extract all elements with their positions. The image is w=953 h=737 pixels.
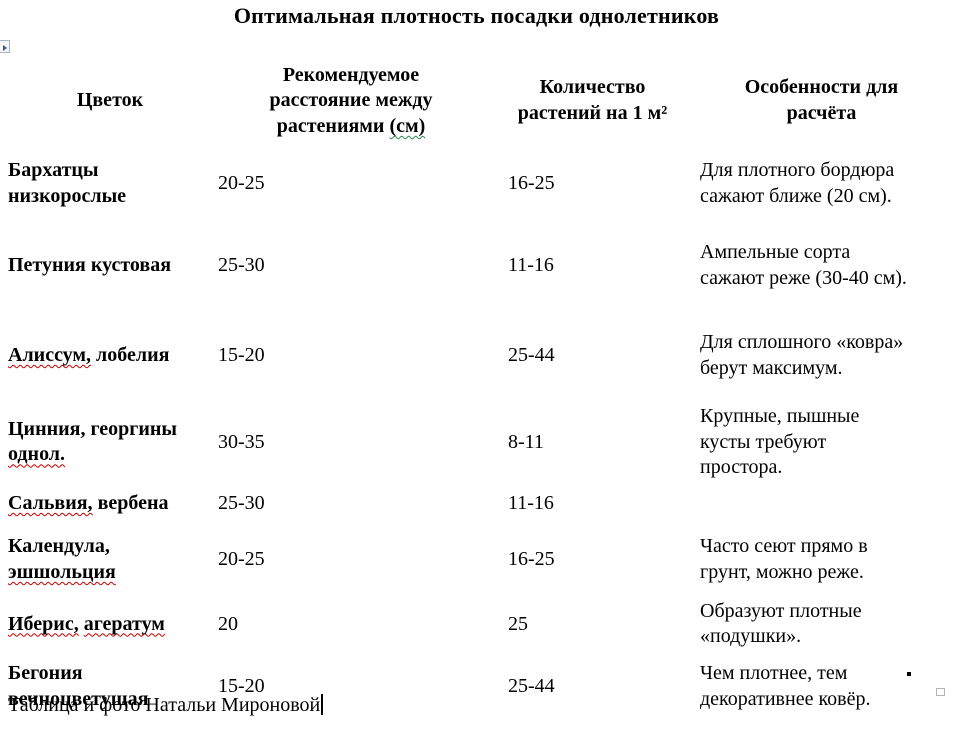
- text-segment: лобелия: [91, 344, 170, 367]
- note-cell[interactable]: Для сплошного «ковра» берут максимум.: [700, 331, 904, 379]
- text-segment: Бегония вечноцветущая: [8, 662, 149, 710]
- header-distance[interactable]: Рекомендуемое расстояние между растениям…: [212, 55, 490, 147]
- density-cell[interactable]: 11-16: [508, 254, 554, 277]
- density-cell[interactable]: 16-25: [508, 547, 555, 570]
- distance-cell[interactable]: 25-30: [218, 254, 265, 277]
- table-row: Календула, эшшольция 20-25 16-25 Часто сеют…: [8, 524, 948, 596]
- density-cell[interactable]: 25-44: [508, 675, 555, 698]
- note-cell[interactable]: Часто сеют прямо в грунт, можно реже.: [700, 535, 868, 583]
- table-row: Петуния кустовая 25-30 11-16 Ампельные сорт…: [8, 221, 948, 311]
- distance-cell[interactable]: 20-25: [218, 547, 265, 570]
- text-segment: Петуния кустовая: [8, 254, 172, 277]
- flower-cell[interactable]: Календула, эшшольция: [8, 524, 212, 596]
- density-cell[interactable]: 25: [508, 612, 528, 635]
- note-cell[interactable]: Образуют плотные «подушки».: [700, 599, 862, 648]
- misspelled-word: Алиссум,: [8, 344, 92, 367]
- text-segment: Бархатцы низкорослые: [8, 159, 127, 207]
- text-segment: Особенности для расчёта: [744, 76, 899, 124]
- misspelled-word: (см): [389, 114, 426, 137]
- density-cell[interactable]: 16-25: [508, 172, 555, 195]
- table-row: Иберис, агератум 20 25 Образуют плотные «по…: [8, 596, 948, 653]
- table-row: Бегония вечноцветущая 15-20 25-44 Чем плотн…: [8, 653, 948, 721]
- misspelled-word: Сальвия,: [8, 491, 93, 514]
- note-cell[interactable]: Чем плотнее, тем декоративнее ковёр.: [700, 662, 871, 710]
- flower-cell[interactable]: Цинния, георгины однол.: [8, 401, 212, 484]
- text-segment: Рекомендуемое расстояние между растениям…: [269, 63, 433, 137]
- misspelled-word: Иберис,: [8, 612, 79, 635]
- header-density[interactable]: Количество растений на 1 м²: [490, 55, 695, 147]
- misspelled-word: агератум: [83, 612, 165, 635]
- density-cell[interactable]: 11-16: [508, 491, 554, 514]
- text-segment: Цинния, георгины: [8, 417, 178, 440]
- table-row: Бархатцы низкорослые 20-25 16-25 Для плотно…: [8, 147, 948, 221]
- caption-line[interactable]: Таблица и фото Натальи Мироновой: [8, 694, 324, 717]
- object-anchor-icon[interactable]: [0, 40, 10, 53]
- flower-cell[interactable]: Бегония вечноцветущая: [8, 653, 212, 721]
- planting-density-table: Цветок Рекомендуемое расстояние между ра…: [8, 55, 948, 721]
- note-cell[interactable]: [695, 484, 948, 524]
- header-flower[interactable]: Цветок: [8, 55, 212, 147]
- header-notes[interactable]: Особенности для расчёта: [695, 55, 948, 147]
- text-segment: Цветок: [76, 89, 144, 112]
- flower-cell[interactable]: Бархатцы низкорослые: [8, 147, 212, 221]
- document-title[interactable]: Оптимальная плотность посадки однолетник…: [233, 3, 720, 28]
- flower-cell[interactable]: Петуния кустовая: [8, 221, 212, 311]
- table-body: Бархатцы низкорослые 20-25 16-25 Для плотно…: [8, 147, 948, 721]
- text-cursor: [321, 694, 324, 715]
- flower-cell[interactable]: Иберис, агератум: [8, 596, 212, 653]
- text-segment: вербена: [92, 491, 169, 514]
- text-boundary-mark: [936, 688, 945, 696]
- misspelled-word: эшшольция: [8, 560, 116, 583]
- misspelled-word: однол.: [8, 443, 66, 466]
- table-resize-handle[interactable]: [907, 672, 911, 676]
- density-cell[interactable]: 25-44: [508, 344, 555, 367]
- flower-cell[interactable]: Алиссум, лобелия: [8, 311, 212, 401]
- note-cell[interactable]: Крупные, пышные кусты требуют простора.: [700, 405, 860, 479]
- density-cell[interactable]: 8-11: [508, 430, 544, 453]
- distance-cell[interactable]: 15-20: [218, 675, 265, 698]
- table-row: Алиссум, лобелия 15-20 25-44 Для сплошного …: [8, 311, 948, 401]
- note-cell[interactable]: Для плотного бордюра сажают ближе (20 см…: [700, 159, 895, 207]
- table-row: Сальвия, вербена 25-30 11-16: [8, 484, 948, 524]
- distance-cell[interactable]: 20-25: [218, 172, 265, 195]
- distance-cell[interactable]: 30-35: [218, 430, 265, 453]
- header-row: Цветок Рекомендуемое расстояние между ра…: [8, 55, 948, 147]
- text-segment: Календула,: [8, 535, 110, 558]
- distance-cell[interactable]: 20: [218, 612, 238, 635]
- note-cell[interactable]: Ампельные сорта сажают реже (30-40 см).: [700, 241, 907, 289]
- caption-text: Таблица и фото Натальи Мироновой: [8, 694, 321, 716]
- distance-cell[interactable]: 15-20: [218, 344, 265, 367]
- distance-cell[interactable]: 25-30: [218, 491, 265, 514]
- text-segment: Количество растений на 1 м²: [517, 76, 668, 124]
- flower-cell[interactable]: Сальвия, вербена: [8, 484, 212, 524]
- table-row: Цинния, георгины однол. 30-35 8-11 Крупные,…: [8, 401, 948, 484]
